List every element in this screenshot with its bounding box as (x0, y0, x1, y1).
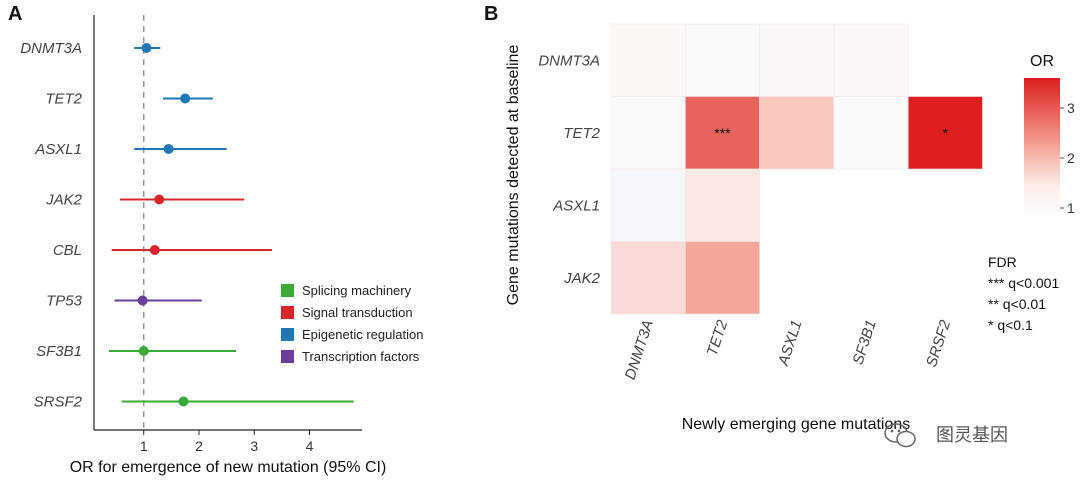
forest-gene-label: SRSF2 (34, 394, 83, 411)
forest-gene-label: DNMT3A (20, 40, 82, 57)
colorbar-title: OR (1030, 53, 1054, 70)
legend-swatch (281, 284, 294, 297)
heatmap-cell (759, 23, 835, 97)
heatmap-cell (684, 96, 760, 170)
panel-a-label: A (8, 3, 22, 25)
forest-gene-label: CBL (53, 242, 82, 259)
forest-point (137, 295, 148, 306)
wechat-icon (884, 423, 916, 448)
heatmap-x-title: Newly emerging gene mutations (682, 416, 911, 433)
heatmap-col-label: SF3B1 (850, 318, 880, 367)
heatmap-cell (907, 96, 983, 170)
forest-x-tick-label: 2 (195, 438, 203, 454)
forest-point (178, 396, 189, 407)
legend-label: Signal transduction (302, 305, 413, 320)
forest-gene-label: ASXL1 (34, 141, 82, 158)
heatmap-cell (759, 96, 835, 170)
heatmap-cell (610, 168, 686, 242)
colorbar-tick-label: 2 (1067, 150, 1075, 166)
forest-point (141, 43, 152, 53)
forest-legend: Splicing machinery Signal transduction Epi… (281, 283, 423, 364)
fdr-legend-item: *** q<0.001 (988, 275, 1059, 291)
heatmap-row-label: ASXL1 (552, 197, 600, 214)
panel-b-label: B (484, 3, 498, 25)
legend-label: Epigenetic regulation (302, 327, 423, 342)
forest-plot: DNMT3A TET2 ASXL1 JAK2 CBL TP53 SF3B1 SRSF2 1 2 3… (20, 15, 423, 476)
legend-label: Transcription factors (302, 349, 420, 364)
forest-x-tick-label: 3 (250, 438, 258, 454)
forest-gene-label: TP53 (46, 293, 83, 310)
forest-point (138, 346, 149, 356)
heatmap-y-title: Gene mutations detected at baseline (505, 45, 522, 306)
heatmap-significance: * (943, 125, 949, 141)
forest-gene-label: JAK2 (45, 192, 83, 209)
colorbar (1024, 78, 1060, 213)
heatmap-cell (684, 241, 760, 315)
heatmap-cell (684, 168, 760, 242)
heatmap-cell (684, 23, 760, 97)
heatmap-col-label: DNMT3A (622, 318, 657, 382)
heatmap-row-label: DNMT3A (538, 52, 600, 69)
heatmap-col-label: SRSF2 (923, 317, 954, 369)
forest-x-tick-label: 4 (306, 438, 314, 454)
legend-label: Splicing machinery (302, 283, 412, 298)
watermark-text: 图灵基因 (936, 425, 1008, 446)
colorbar-tick-label: 3 (1067, 100, 1075, 116)
forest-point (149, 245, 160, 255)
legend-swatch (281, 306, 294, 319)
heatmap-significance: *** (714, 125, 731, 141)
fdr-legend-item: FDR (988, 254, 1017, 270)
heatmap-cell (610, 23, 686, 97)
fdr-legend: FDR *** q<0.001 ** q<0.01 * q<0.1 (988, 254, 1059, 333)
forest-x-title: OR for emergence of new mutation (95% CI… (70, 459, 387, 476)
forest-gene-label: TET2 (45, 91, 82, 108)
legend-swatch (281, 328, 294, 341)
forest-point (163, 144, 174, 154)
fdr-legend-item: ** q<0.01 (988, 296, 1046, 312)
heatmap-cell (833, 23, 909, 97)
forest-gene-label: SF3B1 (36, 343, 82, 360)
forest-point (180, 93, 191, 104)
heatmap-cell (610, 241, 686, 315)
heatmap-col-label: TET2 (704, 317, 732, 358)
heatmap-row-label: TET2 (563, 125, 600, 142)
watermark: 图灵基因 (884, 423, 1008, 448)
heatmap-cell (833, 96, 909, 170)
legend-swatch (281, 350, 294, 363)
forest-point (154, 194, 165, 205)
heatmap-col-label: ASXL1 (775, 318, 806, 369)
fdr-legend-item: * q<0.1 (988, 317, 1033, 333)
heatmap-cell (610, 96, 686, 170)
forest-x-tick-label: 1 (140, 438, 148, 454)
colorbar-tick-label: 1 (1067, 200, 1075, 216)
heatmap-row-label: JAK2 (563, 270, 601, 287)
